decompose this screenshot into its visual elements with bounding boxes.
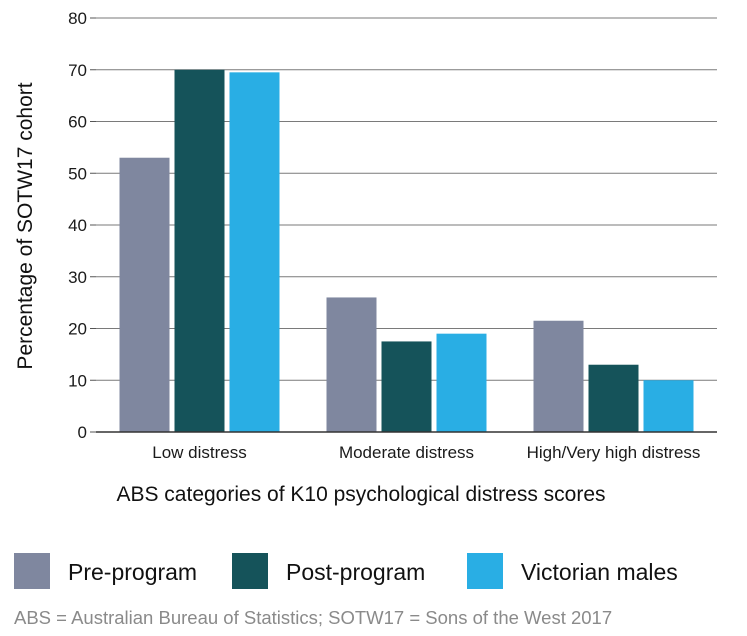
y-tick-label: 30 [68,268,87,287]
bar-pre-program [326,297,377,432]
footnote: ABS = Australian Bureau of Statistics; S… [14,607,612,628]
y-tick-label: 70 [68,61,87,80]
x-axis-categories: Low distress Moderate distress High/Very h… [152,443,700,462]
y-tick-label: 50 [68,164,87,183]
bar-pre-program [533,320,584,432]
legend-swatch [232,553,268,589]
bar-victorian-males [643,380,694,432]
x-category-label: High/Very high distress [527,443,701,462]
y-tick-label: 40 [68,216,87,235]
y-axis-title: Percentage of SOTW17 cohort [14,82,37,369]
legend-label: Post-program [286,559,425,585]
y-tick-label: 0 [78,423,87,442]
bar-post-program [381,341,432,432]
y-tick-label: 10 [68,371,87,390]
y-tick-label: 80 [68,9,87,28]
legend: Pre-program Post-program Victorian males [14,553,678,589]
y-tick-label: 20 [68,320,87,339]
legend-label: Victorian males [521,559,678,585]
bar-victorian-males [229,72,280,433]
x-category-label: Low distress [152,443,246,462]
legend-swatch [467,553,503,589]
bar-post-program [588,364,639,432]
bar-pre-program [119,157,170,432]
bar-post-program [174,69,225,432]
bars [119,69,694,433]
legend-label: Pre-program [68,559,197,585]
x-axis-title: ABS categories of K10 psychological dist… [116,483,605,506]
bar-victorian-males [436,333,487,432]
y-tick-label: 60 [68,113,87,132]
legend-swatch [14,553,50,589]
x-category-label: Moderate distress [339,443,474,462]
y-axis-ticks: 0 10 20 30 40 50 60 70 80 [68,9,96,442]
